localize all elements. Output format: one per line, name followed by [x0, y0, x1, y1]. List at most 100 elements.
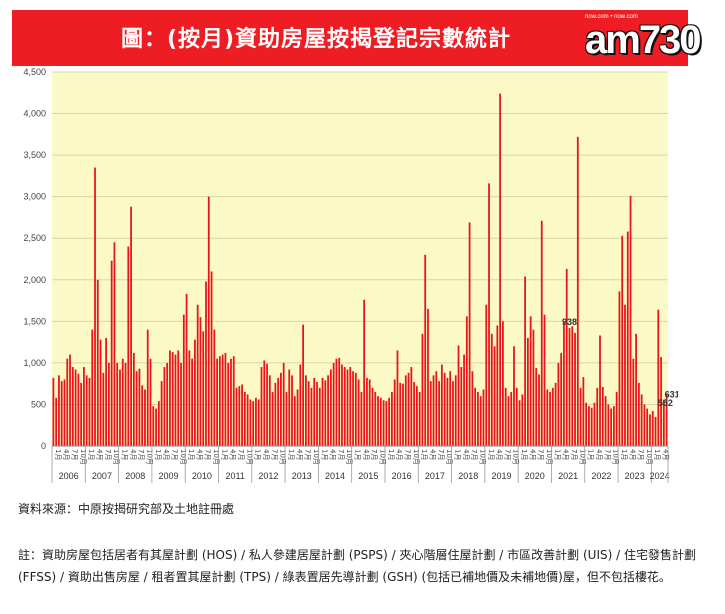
bar [399, 382, 402, 446]
month-tick-label: 10月 [79, 449, 87, 465]
bar [144, 389, 146, 446]
bar [74, 369, 77, 446]
month-tick-label: 7月 [603, 449, 611, 460]
month-tick-label: 1月 [254, 449, 262, 460]
bar [341, 364, 343, 446]
bar [471, 371, 474, 446]
bar [71, 367, 74, 446]
bar [524, 276, 526, 446]
month-tick-label: 1月 [187, 449, 195, 460]
bar [94, 167, 96, 447]
y-tick-label: 500 [31, 399, 46, 409]
month-tick-label: 10月 [645, 449, 653, 465]
bar [196, 304, 199, 446]
bar [241, 384, 243, 446]
bar [640, 394, 643, 446]
bar [235, 387, 238, 446]
bar [55, 397, 58, 446]
bar [424, 254, 427, 446]
bar [649, 414, 651, 446]
bar [637, 382, 640, 446]
bar [382, 400, 385, 446]
bar [288, 369, 291, 446]
month-tick-label: 7月 [204, 449, 212, 460]
bar [585, 402, 588, 446]
month-tick-label: 4月 [96, 449, 104, 460]
bar [493, 346, 496, 446]
bar [457, 345, 460, 446]
month-tick-label: 7月 [304, 449, 312, 460]
bar [66, 358, 69, 446]
month-tick-label: 10月 [412, 449, 420, 465]
bar [329, 369, 332, 446]
month-tick-label: 7月 [237, 449, 245, 460]
bar [665, 393, 668, 446]
bar [504, 387, 507, 446]
y-tick-label: 3,000 [23, 192, 46, 202]
bar [135, 371, 138, 446]
y-tick-label: 3,500 [23, 150, 46, 160]
month-tick-label: 1月 [54, 449, 62, 460]
bar [391, 391, 393, 446]
logo-tagline: now.com • now.com [585, 14, 638, 20]
bar [518, 400, 521, 446]
bar [599, 335, 601, 446]
bar [166, 362, 169, 446]
year-label: 2022 [591, 471, 611, 481]
month-tick-label: 10月 [179, 449, 187, 465]
bar [230, 358, 232, 446]
bar [626, 231, 629, 446]
y-tick-label: 1,500 [23, 316, 46, 326]
year-label: 2008 [125, 471, 145, 481]
year-label: 2018 [458, 471, 478, 481]
year-label: 2024 [650, 471, 670, 481]
bar [155, 408, 157, 446]
bar [515, 387, 518, 446]
month-tick-label: 1月 [487, 449, 495, 460]
bar [593, 402, 596, 446]
month-tick-label: 7月 [170, 449, 178, 460]
bar [440, 364, 443, 446]
bar [127, 246, 130, 446]
bar [221, 354, 224, 446]
month-tick-label: 1月 [287, 449, 295, 460]
month-tick-label: 1月 [653, 449, 661, 460]
am730-logo[interactable]: now.com • now.com am730 [585, 14, 702, 72]
bar [582, 377, 585, 446]
bar [538, 374, 540, 446]
month-tick-label: 1月 [120, 449, 128, 460]
bar [388, 397, 391, 446]
bar [102, 372, 105, 446]
bar [257, 399, 260, 446]
bar [180, 362, 182, 446]
bar [526, 337, 529, 446]
bar [407, 372, 410, 446]
month-tick-label: 4月 [329, 449, 337, 460]
bar [146, 329, 149, 446]
month-tick-label: 4月 [428, 449, 436, 460]
y-tick-label: 4,000 [23, 109, 46, 119]
bar [302, 324, 305, 446]
bar [446, 377, 449, 446]
bar [560, 352, 563, 446]
bar [438, 381, 440, 446]
bar [499, 93, 502, 446]
bar [402, 383, 404, 446]
bar [643, 404, 646, 446]
bar [249, 399, 252, 446]
bar [216, 358, 218, 446]
bar [607, 404, 610, 446]
bar [549, 391, 551, 446]
chart-area: 0 500 1,000 1,500 2,000 2,500 3,000 3,500 4,000 4… [12, 66, 678, 494]
month-tick-label: 4月 [195, 449, 203, 460]
bar [338, 357, 341, 446]
bar [621, 235, 624, 446]
month-tick-label: 10月 [312, 449, 320, 465]
month-tick-label: 4月 [595, 449, 603, 460]
bar [255, 397, 257, 446]
month-tick-label: 4月 [362, 449, 370, 460]
bar [271, 391, 274, 446]
bar [554, 382, 557, 446]
bar [546, 389, 549, 446]
bar [393, 379, 396, 446]
